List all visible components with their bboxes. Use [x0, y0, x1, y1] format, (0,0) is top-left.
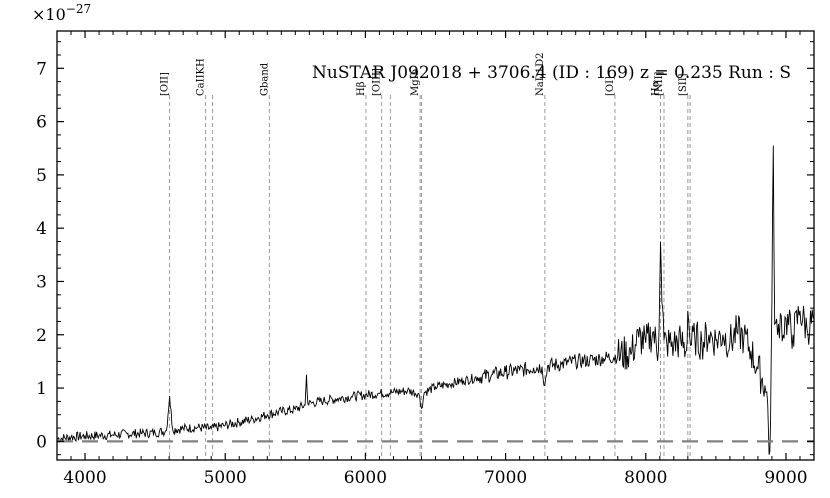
x-tick-label: 6000 [344, 468, 387, 488]
x-tick-label: 8000 [624, 468, 667, 488]
emission-line-label: [NII] [654, 71, 665, 96]
spectrum-line [57, 145, 815, 455]
axis-multiplier: ×10−27 [32, 2, 91, 24]
y-tick-label: 7 [36, 59, 47, 79]
y-tick-label: 0 [36, 432, 47, 452]
x-tick-label: 4000 [63, 468, 106, 488]
emission-line-label: MgIb [410, 69, 421, 96]
y-tick-label: 1 [36, 379, 47, 399]
y-tick-label: 2 [36, 326, 47, 346]
y-tick-label: 5 [36, 166, 47, 186]
x-tick-label: 9000 [764, 468, 807, 488]
emission-line-label: Gband [259, 62, 270, 96]
emission-line-label: Hα [650, 80, 661, 96]
x-tick-label: 5000 [204, 468, 247, 488]
emission-line-label: [OIII] [372, 68, 383, 96]
emission-line-label: CaIIKH [196, 58, 207, 96]
emission-lines: [OII] CaIIKH Gband Hβ [OIII] MgIb NaD1D2 [OI] Hα… [160, 53, 691, 460]
y-tick-label: 6 [36, 113, 47, 133]
chart-title: NuSTAR J092018 + 3706.4 (ID : 169) z = 0… [312, 63, 791, 83]
y-tick-label: 4 [36, 219, 47, 239]
y-tick-label: 3 [36, 272, 47, 292]
emission-line-label: Hβ [356, 81, 367, 96]
x-tick-label: 7000 [484, 468, 527, 488]
emission-line-label: [SII] [678, 73, 689, 96]
axis-multiplier-exponent: −27 [66, 2, 91, 16]
emission-line-label: NaD1D2 [535, 53, 546, 96]
axis-ticks: 4000 5000 6000 7000 8000 9000 0 1 2 3 4 5 6 7 [36, 31, 815, 488]
emission-line-label: [OII] [160, 72, 171, 96]
emission-line-label: [OI] [605, 76, 616, 96]
